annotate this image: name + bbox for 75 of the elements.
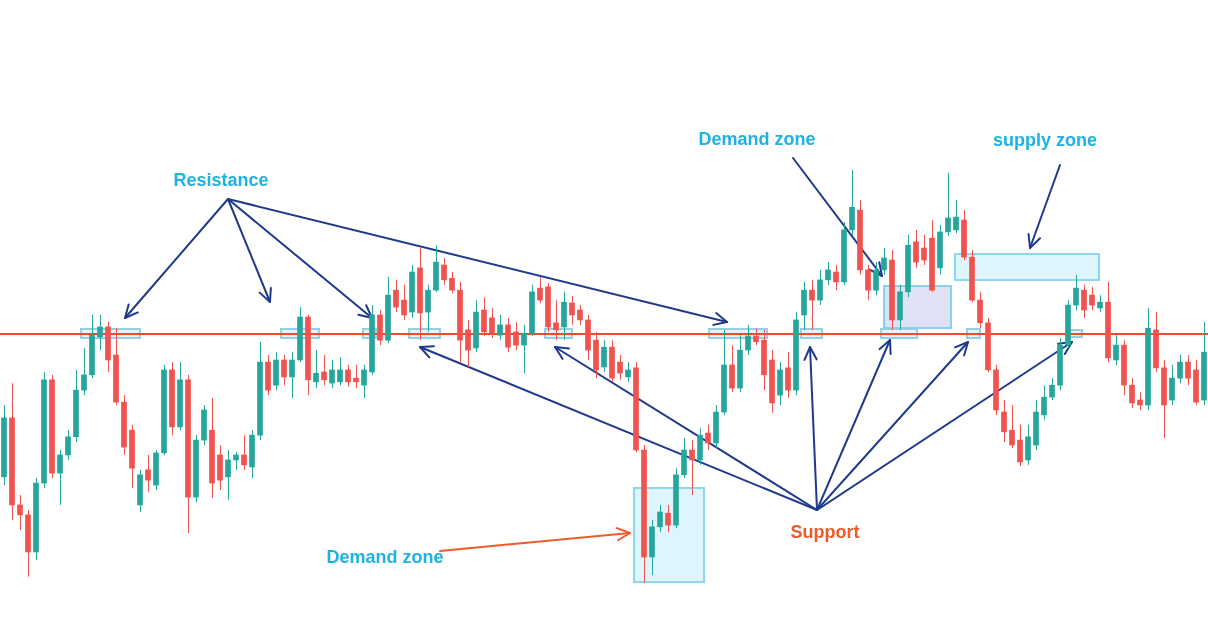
candlestick [657,504,663,533]
candlestick [1009,404,1015,449]
candlestick [953,199,959,234]
candlestick [921,234,927,266]
candlestick [1001,399,1007,443]
candlestick [145,454,151,493]
candlestick [329,359,335,389]
candlestick [241,434,247,471]
candlestick [65,429,71,461]
candlestick [817,269,823,306]
candlestick [1089,286,1095,311]
candlestick [1041,384,1047,421]
candlestick [1177,354,1183,384]
candlestick [849,169,855,236]
candlestick [745,324,751,356]
candlestick [577,304,583,326]
candlestick [393,279,399,313]
candlestick [57,449,63,506]
candlestick [665,504,671,533]
candlestick [521,324,527,374]
candlestick [913,229,919,269]
candlestick [1017,424,1023,467]
candlestick [281,354,287,386]
candlestick [441,257,447,286]
candlestick [449,271,455,294]
candlestick [353,364,359,389]
candlestick [289,351,295,399]
candlestick [865,264,871,301]
candlestick [225,449,231,501]
candlestick [537,276,543,304]
candlestick [1113,334,1119,366]
candlestick [81,347,87,396]
candlestick [489,307,495,339]
candlestick [401,284,407,321]
candlestick [497,314,503,341]
candlestick [601,339,607,373]
candlestick [1073,274,1079,311]
candlestick [945,172,951,237]
candlestick [337,356,343,386]
candlestick [481,296,487,337]
candlestick [809,279,815,331]
candlestick [1025,424,1031,466]
text: supply zone [992,129,1098,150]
candlestick [465,319,471,368]
candlestick [1129,377,1135,409]
candlestick [977,291,983,329]
text: Demand zone [698,128,816,149]
annotation: Resistance [173,169,269,190]
candlestick [1185,354,1191,386]
candlestick [881,247,887,276]
candlestick [617,354,623,381]
candlestick [345,364,351,388]
annotation: Demand zone [326,546,444,567]
candlestick [313,349,319,389]
annotation: Support [790,521,860,542]
candlestick [873,261,879,296]
candlestick [1049,377,1055,401]
candlestick [833,264,839,291]
candlestick [425,284,431,333]
candlestick [513,321,519,351]
candlestick [553,299,559,341]
candlestick [17,494,23,531]
candlestick [625,361,631,383]
candlestick [705,424,711,451]
candlestick [785,351,791,399]
candlestick [825,261,831,286]
candlestick [321,354,327,386]
candlestick [97,314,103,351]
candlestick [729,344,735,393]
candlestick [689,439,695,496]
candlestick [569,295,575,326]
candlestick [505,317,511,353]
candlestick [1081,284,1087,319]
candlestick [1169,364,1175,406]
candlestick [361,364,367,399]
